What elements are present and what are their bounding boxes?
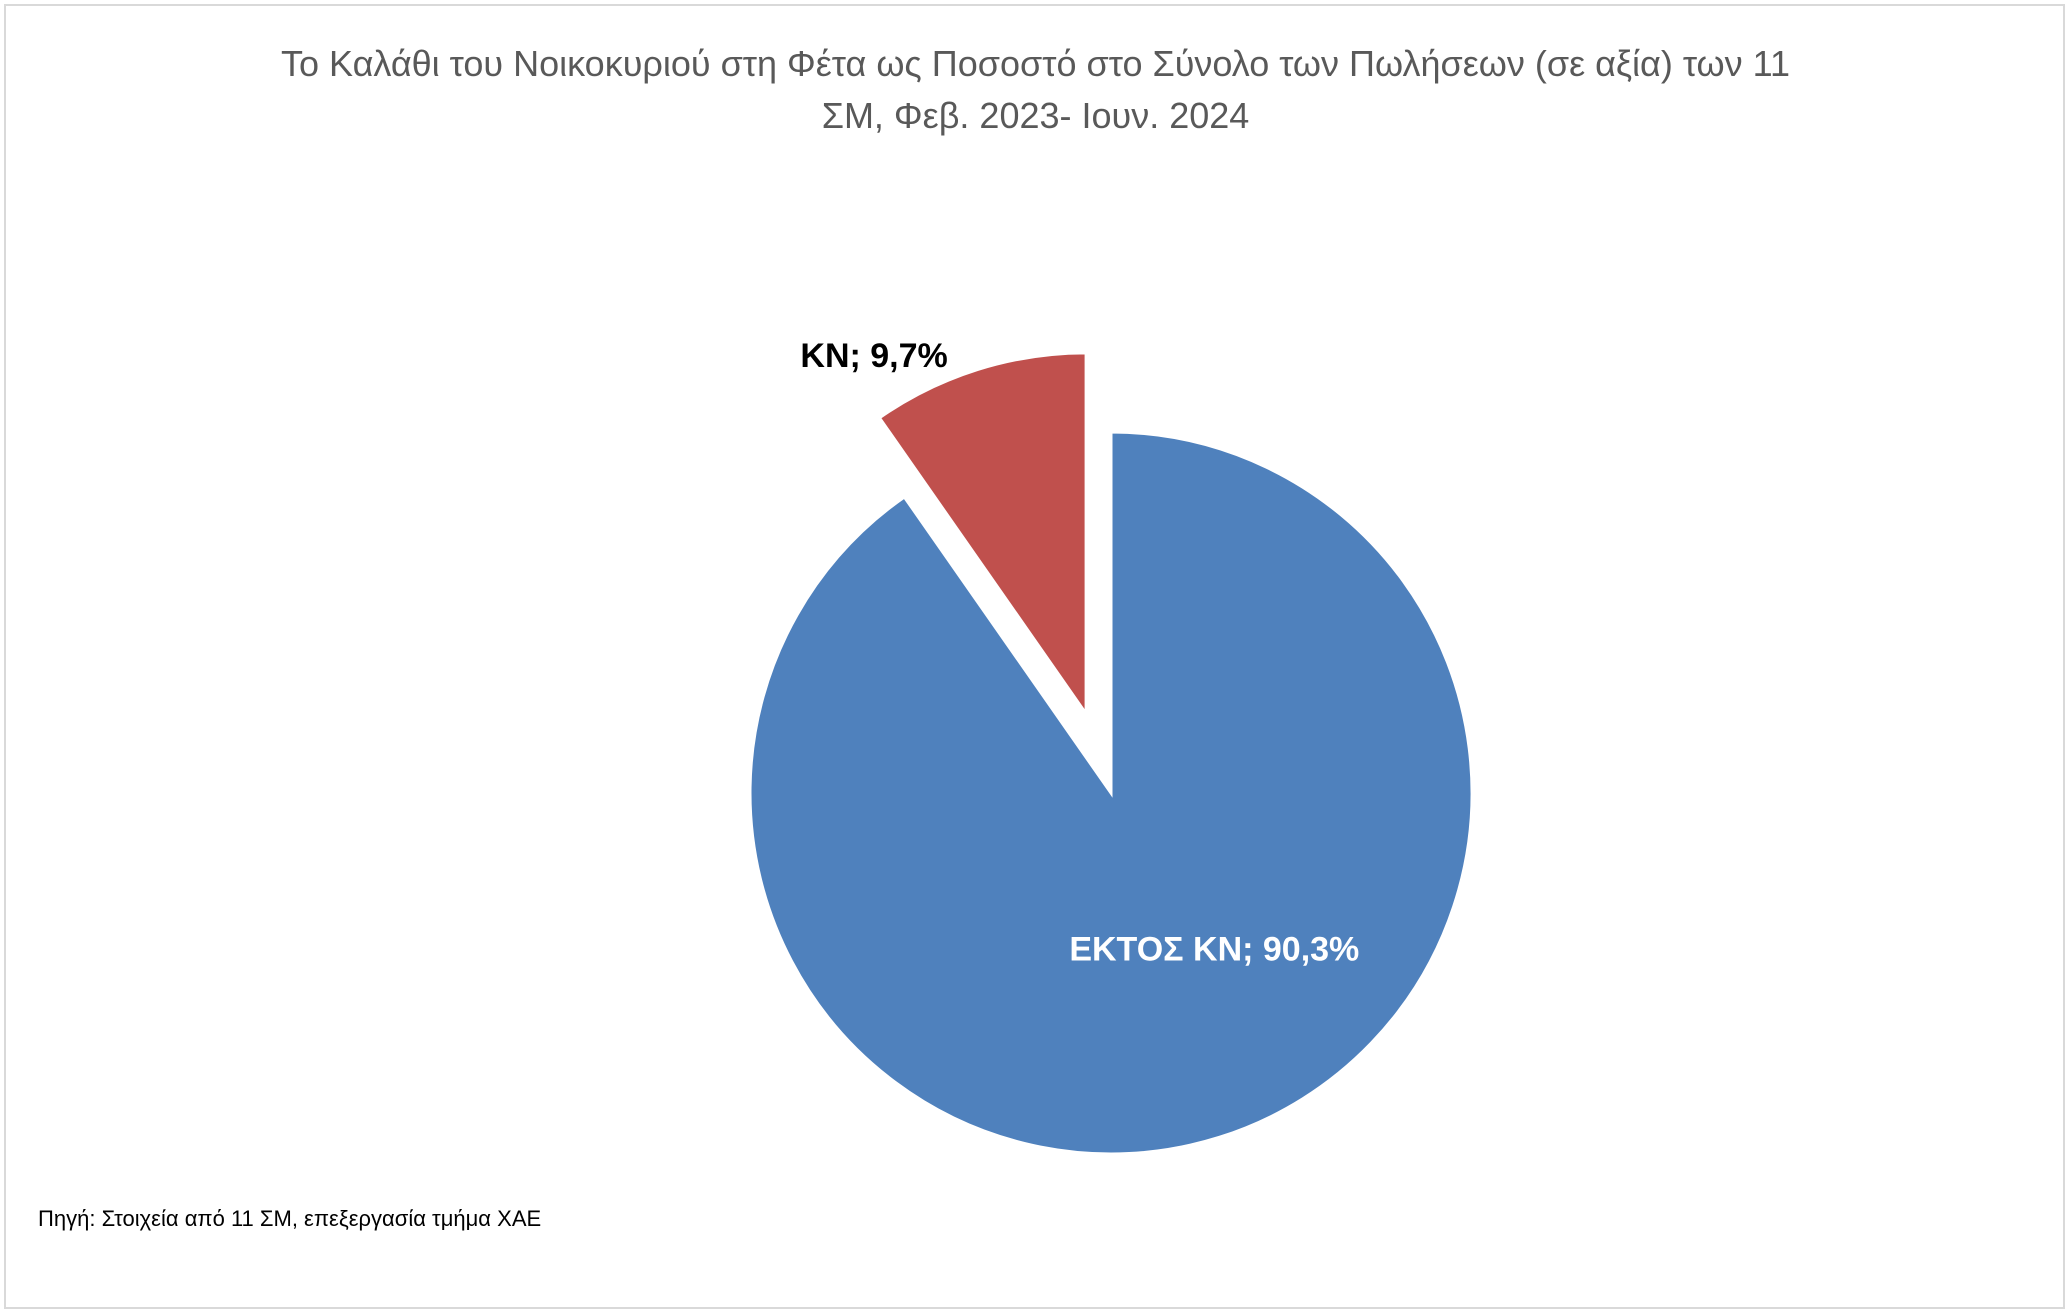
chart-title-line-1: Το Καλάθι του Νοικοκυριού στη Φέτα ως Πο… xyxy=(280,43,1791,84)
pie-slice-1 xyxy=(748,430,1474,1156)
source-note: Πηγή: Στοιχεία από 11 ΣΜ, επεξεργασία τμ… xyxy=(38,1206,542,1231)
chart-title: Το Καλάθι του Νοικοκυριού στη Φέτα ως Πο… xyxy=(180,38,1891,142)
pie-slice-label-2: ΚΝ; 9,7% xyxy=(800,337,947,375)
pie-slice-label-1: ΕΚΤΟΣ ΚΝ; 90,3% xyxy=(1069,931,1359,969)
pie-slice-2 xyxy=(877,351,1088,719)
chart-title-line-2: ΣΜ, Φεβ. 2023- Ιουν. 2024 xyxy=(821,95,1250,136)
